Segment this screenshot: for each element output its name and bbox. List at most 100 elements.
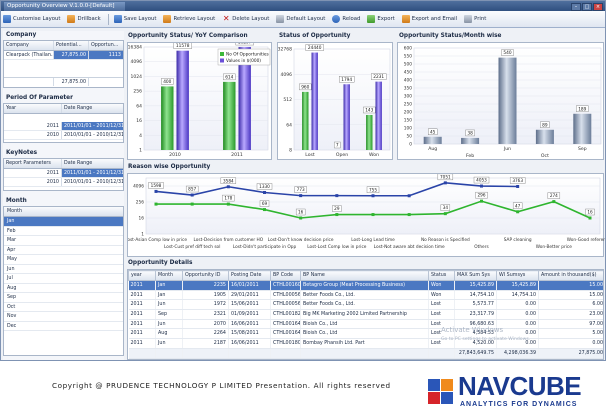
table-row[interactable]: 2011 Jun 2187 16/06/2011 CTHL00180 Bombay Pha… [128, 338, 603, 349]
company-grid-header: Company Potential... Opportun... [4, 41, 123, 51]
default-layout-button[interactable]: Default Layout [276, 15, 325, 23]
column-header[interactable]: Date Range [64, 161, 93, 166]
reload-icon [332, 15, 341, 23]
table-row[interactable]: 2011 Jun 2070 16/06/2011 CTHL00164 Bioish Co.… [128, 319, 603, 330]
month-item[interactable]: Jun [4, 265, 123, 274]
column-header[interactable]: Opportunity ID [182, 270, 229, 281]
x-tick-label: Open [336, 152, 348, 158]
month-item[interactable]: Jul [4, 274, 123, 284]
month-item[interactable]: Jan [4, 217, 123, 227]
column-header[interactable]: Company [4, 41, 54, 50]
table-row[interactable]: 2011 Jan 2235 16/01/2011 CTHL00160 Betagro Gr… [128, 280, 603, 291]
y-tick-label: 256 [133, 89, 142, 95]
y-tick-label: 600 [404, 46, 412, 52]
x-tick-label: Sep [578, 146, 587, 152]
table-cell: Aug [155, 328, 183, 340]
print-button[interactable]: Print [464, 15, 486, 23]
month-grid-header[interactable]: Month [4, 207, 123, 217]
close-button[interactable]: × [593, 3, 603, 11]
month-item[interactable]: Apr [4, 246, 123, 255]
column-header[interactable]: BP Name [300, 270, 429, 281]
left-pane: Company Company Potential... Opportun...… [3, 31, 124, 360]
data-label: 16 [587, 210, 593, 215]
data-label: 38 [467, 130, 473, 136]
company-total-row: 27,875.00 [4, 77, 123, 86]
table-cell: Bioish Co., Ltd [300, 328, 429, 340]
month-item[interactable]: May [4, 255, 123, 265]
month-item[interactable]: Mar [4, 236, 123, 246]
table-row[interactable]: 2011 Sep 2321 01/09/2011 CTHL00182 Big MK Mar… [128, 309, 603, 320]
column-header[interactable]: Date Range [64, 106, 93, 111]
data-point [516, 184, 520, 188]
retrieve-layout-button[interactable]: Retrieve Layout [163, 15, 215, 23]
month-item[interactable]: Sep [4, 293, 123, 303]
minimize-button[interactable]: – [571, 3, 581, 11]
legend-label: No Of Opportunities [226, 52, 270, 58]
x-tick-label: Aug [428, 146, 437, 152]
table-cell: Lost [428, 319, 455, 330]
data-label-box [366, 186, 380, 193]
column-header[interactable]: Amount in thousand($) [538, 270, 603, 281]
column-header[interactable]: BP Code [270, 270, 301, 281]
table-row[interactable]: 2011 Jun 1972 15/06/2011 CTHL00056 Better Foo… [128, 299, 603, 311]
column-header[interactable]: MAX Sum Sys [454, 270, 497, 281]
bar [573, 113, 592, 144]
column-header[interactable]: Report Parameters [4, 159, 62, 168]
table-cell: Jun [155, 319, 183, 330]
customise-layout-button[interactable]: Customise Layout [3, 15, 60, 23]
legend-box [217, 48, 271, 66]
column-header[interactable]: Status [428, 270, 455, 281]
table-row[interactable]: 2011 Jan 1905 29/01/2011 CTHL00056 Better Foo… [128, 290, 603, 301]
data-point [335, 194, 339, 198]
data-label-box [576, 105, 589, 112]
column-header[interactable]: year [128, 270, 156, 281]
month-item[interactable]: Oct [4, 303, 123, 312]
month-item[interactable]: Feb [4, 227, 123, 236]
table-cell: 14,754.10 [496, 290, 539, 301]
data-label-box [465, 129, 475, 137]
table-cell: Lost [428, 309, 455, 320]
month-item[interactable]: Dec [4, 322, 123, 331]
x-tick-label: Lost-Not aware abt decision time [374, 244, 445, 250]
table-cell: 0.00 [496, 299, 539, 311]
month-item[interactable]: Aug [4, 284, 123, 293]
period-row[interactable]: 2011 2011/01/01 - 2011/12/31 [4, 122, 123, 131]
table-cell: 4,520.00 [454, 338, 497, 349]
y-tick-label: 400 [404, 78, 412, 84]
export-email-button[interactable]: Export and Email [401, 15, 457, 23]
month-item[interactable]: Nov [4, 312, 123, 322]
drillback-icon [67, 15, 76, 23]
data-point [263, 208, 266, 212]
export-button[interactable]: Export [367, 15, 395, 23]
data-label-box [299, 83, 312, 91]
bar [302, 91, 309, 150]
table-cell: Jan [155, 280, 183, 291]
reload-button[interactable]: Reload [332, 15, 360, 23]
column-header[interactable]: Potential... [54, 41, 89, 50]
reason-chart-panel: 1 16 256 4096 1598 857 3584 1330 773 755 7051 4053 3… [125, 173, 606, 257]
company-section-title: Company [6, 32, 37, 38]
table-cell: 4,584.53 [454, 328, 497, 340]
total-cell: 27,875.00 [538, 348, 603, 359]
delete-layout-button[interactable]: ✕ Delete Layout [222, 14, 270, 23]
totals-row: 27,843,649.75 4,298,036.39 27,875.00 [128, 348, 603, 359]
save-layout-button[interactable]: Save Layout [113, 15, 156, 23]
x-tick-label: 2010 [169, 152, 181, 158]
maximize-button[interactable]: □ [582, 3, 592, 11]
company-row[interactable]: Clearpack (Thailan... 27,875.00 1113 [4, 51, 123, 60]
column-header[interactable]: Opportun... [91, 43, 119, 48]
table-row[interactable]: 2011 Aug 2264 15/08/2011 CTHL00164 Bioish Co.… [128, 328, 603, 340]
column-header[interactable]: WI Sumsys [496, 270, 539, 281]
keynotes-row[interactable]: 2010 2010/01/01 - 2010/12/31 [4, 178, 123, 187]
drillback-button[interactable]: Drillback [67, 15, 101, 23]
keynotes-row[interactable]: 2011 2011/01/01 - 2011/12/31 [4, 169, 123, 178]
table-cell: 0.00 [496, 309, 539, 320]
column-header[interactable]: Posting Date [228, 270, 271, 281]
period-row[interactable]: 2010 2010/01/01 - 2010/12/31 [4, 131, 123, 140]
x-tick-label: Lost-Didn't participate in Opp [233, 244, 297, 250]
column-header[interactable]: Year [4, 104, 62, 113]
data-label-box [161, 78, 174, 85]
data-label: 16297 [238, 43, 252, 46]
column-header[interactable]: Month [155, 270, 183, 281]
company-grid: Company Potential... Opportun... Clearpa… [3, 40, 124, 88]
